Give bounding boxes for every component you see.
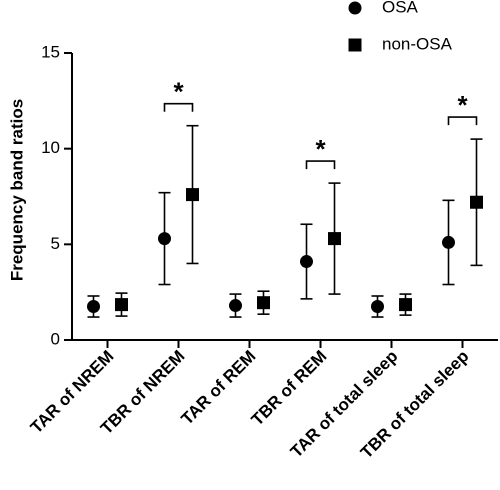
significance-bracket [447,116,478,126]
legend-label: non-OSA [382,34,453,53]
y-tick-label: 0 [51,329,60,348]
point [158,232,171,246]
significance-label: * [173,77,184,107]
y-axis-label: Frequency band ratios [7,99,26,281]
point [115,298,128,312]
point [399,298,412,312]
significance-label: * [315,134,326,164]
significance-bracket [305,160,336,170]
y-tick-label: 10 [41,138,60,157]
point [257,296,270,310]
point [300,255,313,269]
point [328,232,341,246]
point [442,235,455,249]
significance-label: * [457,90,468,120]
point [371,300,384,314]
point [87,300,100,314]
y-tick-label: 5 [51,234,60,253]
significance-bracket [163,102,194,112]
point [229,299,242,313]
point [186,188,199,202]
legend-label: OSA [382,0,419,16]
point [470,195,483,209]
y-tick-label: 15 [41,42,60,61]
legend-marker [348,38,362,52]
legend-marker [348,1,362,15]
